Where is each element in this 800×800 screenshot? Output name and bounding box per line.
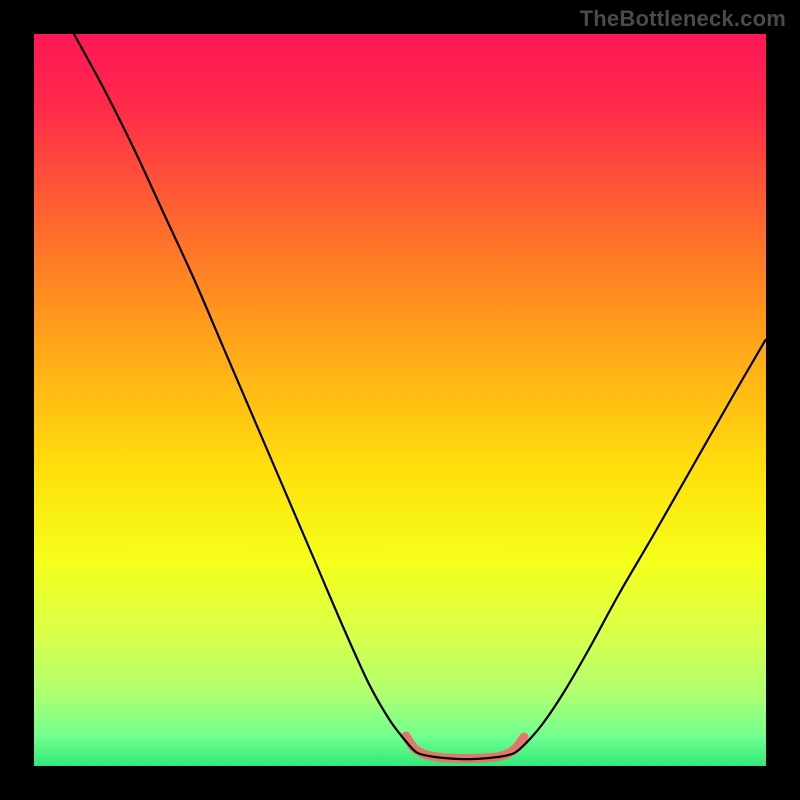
plot-area bbox=[34, 34, 766, 766]
watermark-text: TheBottleneck.com bbox=[580, 6, 786, 32]
bottleneck-chart: TheBottleneck.com bbox=[0, 0, 800, 800]
bottleneck-curve bbox=[74, 34, 766, 759]
chart-svg bbox=[34, 34, 766, 766]
